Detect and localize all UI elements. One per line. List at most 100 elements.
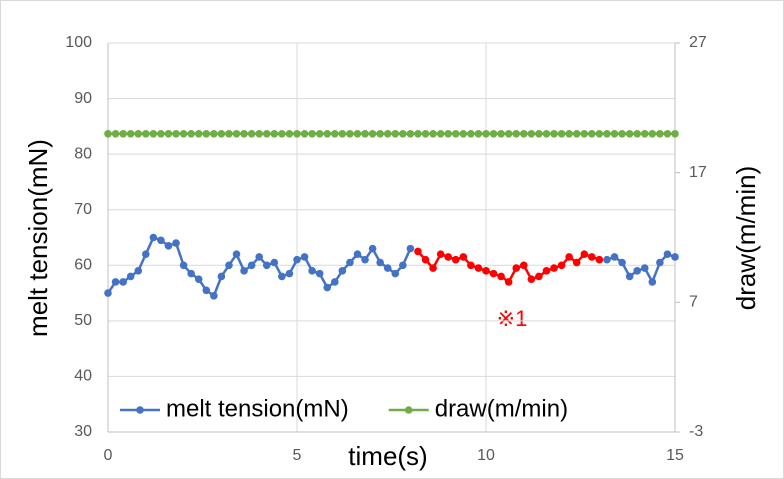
data-point <box>444 253 453 261</box>
data-point <box>497 129 505 138</box>
data-point <box>648 129 657 138</box>
data-point <box>119 129 127 138</box>
y2-tick-label: 17 <box>689 164 707 181</box>
data-point <box>572 258 581 267</box>
data-point <box>610 129 619 138</box>
y2-tick-label: 27 <box>689 34 707 51</box>
data-point <box>210 292 218 300</box>
data-point <box>247 261 256 270</box>
data-point <box>232 129 241 138</box>
data-point <box>406 129 415 138</box>
data-point <box>142 250 150 258</box>
data-point <box>656 129 664 138</box>
data-point <box>217 272 226 281</box>
data-point <box>255 253 263 261</box>
data-point <box>111 129 120 138</box>
y-tick-label: 70 <box>74 201 92 218</box>
data-point <box>194 129 203 138</box>
data-point <box>535 129 543 138</box>
data-point <box>618 129 626 138</box>
data-point <box>353 129 362 138</box>
data-point <box>293 255 301 264</box>
data-point <box>346 129 354 138</box>
data-point <box>671 129 679 138</box>
data-point <box>300 253 309 261</box>
y-tick-label: 90 <box>74 90 92 107</box>
data-point <box>368 129 377 138</box>
data-point <box>535 272 543 281</box>
data-point <box>270 258 279 267</box>
legend-label: draw(m/min) <box>435 395 568 422</box>
data-point <box>285 269 294 278</box>
data-point <box>436 129 445 138</box>
data-point <box>520 261 528 270</box>
data-point <box>580 129 589 138</box>
x-tick-label: 15 <box>666 447 684 464</box>
data-point <box>504 129 513 138</box>
data-point <box>436 250 445 258</box>
data-point <box>489 129 498 138</box>
data-point <box>323 283 332 292</box>
data-point <box>262 261 271 270</box>
y2-axis-title: draw(m/min) <box>731 166 761 310</box>
data-point <box>119 278 127 286</box>
data-point <box>474 264 483 272</box>
data-point <box>300 129 309 138</box>
data-point <box>126 272 135 281</box>
data-point <box>565 253 573 261</box>
data-point <box>353 250 362 258</box>
y-tick-label: 60 <box>74 257 92 274</box>
data-point <box>217 129 226 138</box>
data-point <box>142 129 150 138</box>
data-point <box>550 129 558 138</box>
data-point <box>625 129 634 138</box>
data-point <box>474 129 483 138</box>
data-point <box>421 255 430 264</box>
data-point <box>202 129 211 138</box>
data-point <box>308 267 316 275</box>
data-point <box>270 129 279 138</box>
y2-tick-label: -3 <box>689 423 703 440</box>
data-point <box>512 264 521 272</box>
data-point <box>187 269 195 278</box>
data-point <box>278 272 286 281</box>
data-point <box>557 261 566 270</box>
data-point <box>633 267 641 275</box>
data-point <box>383 129 392 138</box>
data-point <box>331 129 339 138</box>
data-point <box>520 129 528 138</box>
data-point <box>368 244 377 253</box>
data-point <box>315 129 324 138</box>
data-point <box>187 129 195 138</box>
data-point <box>315 269 324 278</box>
data-point <box>111 278 120 286</box>
data-point <box>225 129 233 138</box>
data-point <box>338 267 347 275</box>
data-point <box>383 264 392 272</box>
data-point <box>164 129 173 138</box>
data-point <box>588 129 596 138</box>
x-tick-label: 5 <box>293 447 302 464</box>
data-point <box>346 258 354 267</box>
y2-tick-label: 7 <box>689 294 698 311</box>
data-point <box>157 236 165 245</box>
data-point <box>179 261 188 270</box>
data-point <box>293 129 301 138</box>
data-point <box>527 129 536 138</box>
data-point <box>361 255 369 264</box>
data-point <box>640 129 649 138</box>
data-point <box>104 129 112 138</box>
data-point <box>595 129 604 138</box>
data-point <box>179 129 188 138</box>
data-point <box>482 267 490 275</box>
data-point <box>459 129 468 138</box>
data-point <box>512 129 521 138</box>
data-point <box>126 129 135 138</box>
data-point <box>633 129 641 138</box>
x-tick-label: 0 <box>104 447 113 464</box>
data-point <box>104 289 112 297</box>
data-point <box>278 129 286 138</box>
data-point <box>194 275 203 283</box>
